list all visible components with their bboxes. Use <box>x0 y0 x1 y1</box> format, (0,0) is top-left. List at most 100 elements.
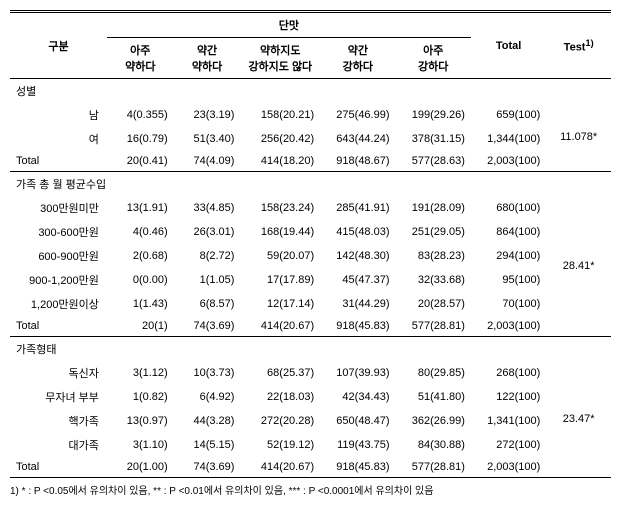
cell: 45(47.37) <box>320 268 395 292</box>
cell: 68(25.37) <box>240 361 320 385</box>
cell: 256(20.42) <box>240 127 320 151</box>
hdr-c2-txt: 약간 약하다 <box>192 42 222 74</box>
cell: 3(1.10) <box>107 433 174 457</box>
cell: 51(3.40) <box>174 127 241 151</box>
cell: 44(3.28) <box>174 409 241 433</box>
hdr-total: Total <box>471 12 546 79</box>
cell: 285(41.91) <box>320 196 395 220</box>
row-label: 여 <box>10 127 107 151</box>
hdr-test: Test1) <box>546 12 611 79</box>
hdr-test-text: Test <box>564 41 586 53</box>
cell: 83(28.23) <box>396 244 471 268</box>
total-cell: 2,003(100) <box>471 316 546 337</box>
hdr-c3-txt: 약하지도 강하지도 않다 <box>248 42 312 74</box>
cell: 16(0.79) <box>107 127 174 151</box>
total-cell: 2,003(100) <box>471 457 546 478</box>
stats-table: 구분 단맛 Total Test1) 아주 약하다 약간 약하다 약하지도 강하… <box>10 10 611 478</box>
row-label: 대가족 <box>10 433 107 457</box>
cell: 191(28.09) <box>396 196 471 220</box>
total-cell: 918(48.67) <box>320 151 395 172</box>
section-title: 가족 총 월 평균수입 <box>10 172 611 197</box>
total-cell: 918(45.83) <box>320 457 395 478</box>
cell: 8(2.72) <box>174 244 241 268</box>
cell: 107(39.93) <box>320 361 395 385</box>
total-cell: 2,003(100) <box>471 151 546 172</box>
cell: 122(100) <box>471 385 546 409</box>
row-label: 600-900만원 <box>10 244 107 268</box>
total-cell: 74(3.69) <box>174 316 241 337</box>
row-label: 독신자 <box>10 361 107 385</box>
hdr-c5: 아주 강하다 <box>396 38 471 79</box>
cell: 378(31.15) <box>396 127 471 151</box>
total-cell: 74(3.69) <box>174 457 241 478</box>
hdr-c1: 아주 약하다 <box>107 38 174 79</box>
total-cell: 20(1) <box>107 316 174 337</box>
cell: 17(17.89) <box>240 268 320 292</box>
cell: 0(0.00) <box>107 268 174 292</box>
total-cell: 20(0.41) <box>107 151 174 172</box>
row-label: 300만원미만 <box>10 196 107 220</box>
total-cell: 414(18.20) <box>240 151 320 172</box>
hdr-c5-txt: 아주 강하다 <box>418 42 448 74</box>
row-label: 핵가족 <box>10 409 107 433</box>
cell: 1,344(100) <box>471 127 546 151</box>
cell: 10(3.73) <box>174 361 241 385</box>
cell: 272(20.28) <box>240 409 320 433</box>
cell: 119(43.75) <box>320 433 395 457</box>
cell: 272(100) <box>471 433 546 457</box>
row-label: 무자녀 부부 <box>10 385 107 409</box>
cell: 42(34.43) <box>320 385 395 409</box>
cell: 80(29.85) <box>396 361 471 385</box>
hdr-c3: 약하지도 강하지도 않다 <box>240 38 320 79</box>
cell: 158(23.24) <box>240 196 320 220</box>
cell: 95(100) <box>471 268 546 292</box>
test-value: 23.47* <box>546 361 611 478</box>
cell: 199(29.26) <box>396 103 471 127</box>
cell: 643(44.24) <box>320 127 395 151</box>
hdr-c1-txt: 아주 약하다 <box>125 42 155 74</box>
cell: 362(26.99) <box>396 409 471 433</box>
cell: 12(17.14) <box>240 292 320 316</box>
hdr-c4-txt: 약간 강하다 <box>343 42 373 74</box>
footnote: 1) * : P <0.05에서 유의차이 있음, ** : P <0.01에서… <box>10 478 611 497</box>
cell: 4(0.46) <box>107 220 174 244</box>
cell: 251(29.05) <box>396 220 471 244</box>
row-label: 300-600만원 <box>10 220 107 244</box>
total-cell: 20(1.00) <box>107 457 174 478</box>
cell: 26(3.01) <box>174 220 241 244</box>
hdr-c2: 약간 약하다 <box>174 38 241 79</box>
test-value: 11.078* <box>546 103 611 172</box>
cell: 70(100) <box>471 292 546 316</box>
total-cell: 414(20.67) <box>240 316 320 337</box>
cell: 1,341(100) <box>471 409 546 433</box>
cell: 33(4.85) <box>174 196 241 220</box>
cell: 4(0.355) <box>107 103 174 127</box>
hdr-test-sup: 1) <box>585 38 593 48</box>
cell: 52(19.12) <box>240 433 320 457</box>
hdr-c4: 약간 강하다 <box>320 38 395 79</box>
row-label: 남 <box>10 103 107 127</box>
cell: 1(1.05) <box>174 268 241 292</box>
cell: 20(28.57) <box>396 292 471 316</box>
hdr-rowlabel: 구분 <box>10 12 107 79</box>
cell: 650(48.47) <box>320 409 395 433</box>
hdr-group: 단맛 <box>107 12 471 38</box>
row-label: 1,200만원이상 <box>10 292 107 316</box>
cell: 864(100) <box>471 220 546 244</box>
total-cell: 577(28.63) <box>396 151 471 172</box>
cell: 13(0.97) <box>107 409 174 433</box>
total-cell: 577(28.81) <box>396 457 471 478</box>
total-cell: 414(20.67) <box>240 457 320 478</box>
cell: 3(1.12) <box>107 361 174 385</box>
cell: 294(100) <box>471 244 546 268</box>
cell: 22(18.03) <box>240 385 320 409</box>
test-value: 28.41* <box>546 196 611 337</box>
row-label: 900-1,200만원 <box>10 268 107 292</box>
cell: 680(100) <box>471 196 546 220</box>
total-label: Total <box>10 316 107 337</box>
cell: 275(46.99) <box>320 103 395 127</box>
cell: 6(4.92) <box>174 385 241 409</box>
cell: 142(48.30) <box>320 244 395 268</box>
cell: 6(8.57) <box>174 292 241 316</box>
total-cell: 577(28.81) <box>396 316 471 337</box>
